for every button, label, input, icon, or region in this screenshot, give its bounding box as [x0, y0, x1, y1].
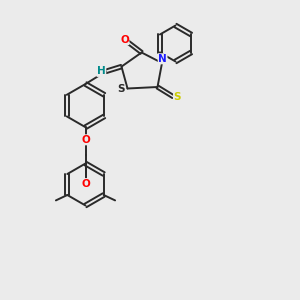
Text: O: O: [120, 34, 129, 45]
Text: S: S: [117, 84, 125, 94]
Text: S: S: [173, 92, 181, 102]
Text: O: O: [81, 135, 90, 145]
Text: O: O: [81, 178, 90, 189]
Text: N: N: [158, 54, 167, 64]
Text: H: H: [97, 66, 106, 76]
